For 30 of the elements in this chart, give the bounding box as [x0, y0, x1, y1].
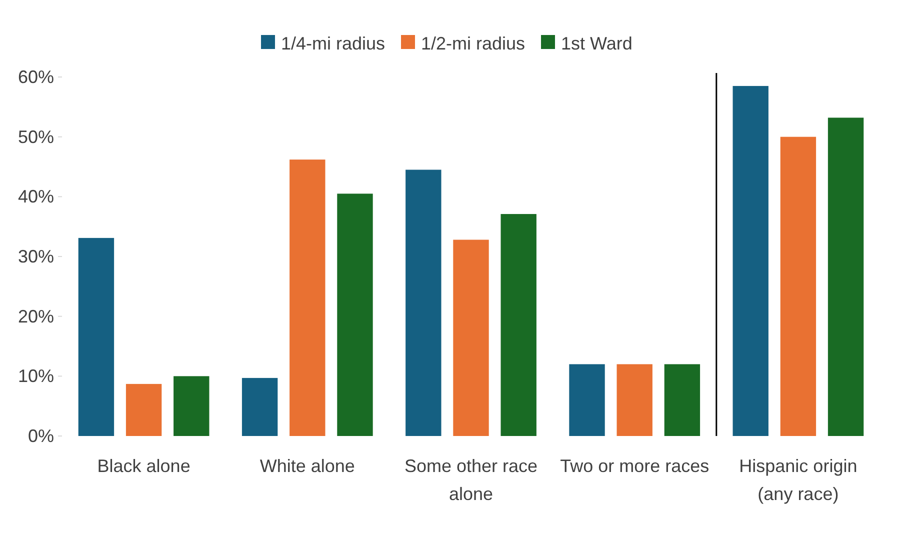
y-tick-label: 30%	[18, 246, 54, 266]
legend-label: 1/2-mi radius	[421, 33, 526, 54]
legend-label: 1/4-mi radius	[281, 33, 386, 54]
bar	[453, 240, 489, 436]
bar	[337, 194, 373, 436]
x-tick-label: Black alone	[97, 456, 190, 476]
x-tick-label: Hispanic origin (any race)	[739, 456, 858, 504]
bar	[242, 378, 278, 436]
bar	[828, 118, 864, 436]
bar	[732, 86, 768, 436]
y-tick-label: 50%	[18, 126, 54, 147]
bar	[569, 364, 605, 436]
bar	[290, 160, 326, 436]
x-tick-label: Two or more races	[560, 456, 710, 476]
legend-label: 1st Ward	[561, 33, 632, 54]
bar	[78, 238, 114, 436]
bar	[500, 214, 536, 436]
x-tick-label: White alone	[260, 456, 355, 476]
bar	[616, 364, 652, 436]
bar	[406, 170, 442, 436]
bar	[780, 136, 816, 436]
bar	[174, 376, 210, 436]
bar	[126, 384, 162, 436]
bar	[664, 364, 700, 436]
y-tick-label: 0%	[28, 426, 54, 446]
y-tick-label: 10%	[18, 366, 54, 386]
y-tick-label: 40%	[18, 186, 54, 207]
y-tick-label: 20%	[18, 306, 54, 326]
x-tick-label: Some other race alone	[404, 456, 538, 504]
y-tick-label: 60%	[18, 67, 54, 87]
